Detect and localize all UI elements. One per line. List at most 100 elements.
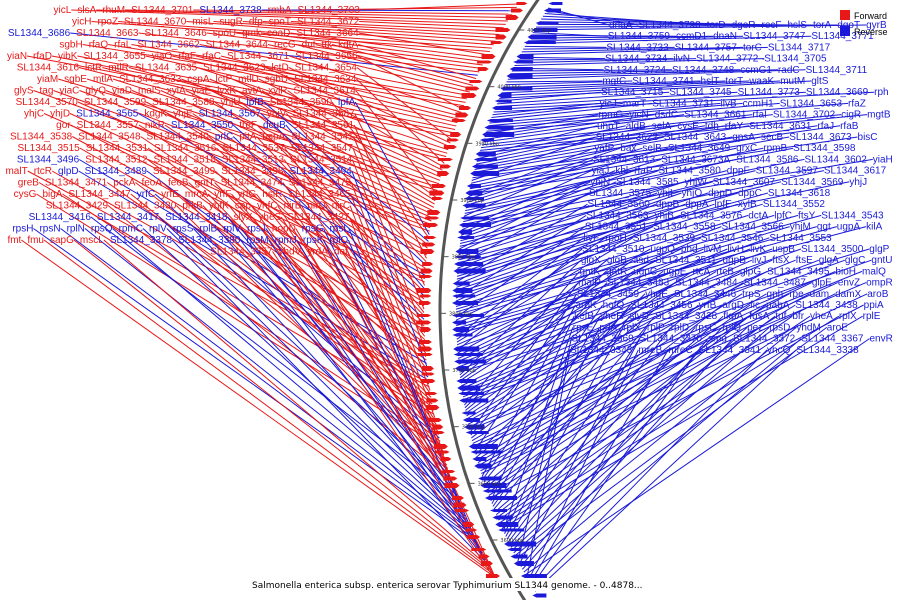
- reverse-gene-glyph: [492, 106, 513, 110]
- gene-label: rpsH: [12, 224, 33, 235]
- gene-label: prlA: [599, 322, 617, 333]
- gene-label: nirC: [332, 201, 350, 212]
- reverse-gene-glyph: [463, 197, 484, 200]
- reverse-gene-glyph: [452, 294, 476, 298]
- gene-connector: [73, 239, 492, 571]
- gene-label: tag: [39, 86, 53, 97]
- gene-connector: [265, 228, 464, 513]
- gene-label: rpsJ: [247, 224, 266, 235]
- gene-connector: [466, 270, 693, 417]
- gene-label: rpsD: [769, 322, 790, 333]
- gene-label: SL1344_3711: [806, 65, 868, 76]
- gene-label: asd: [633, 255, 649, 266]
- gene-connector: [529, 349, 669, 584]
- gene-label: yiaM: [37, 74, 58, 85]
- reverse-gene-glyph: [509, 67, 533, 71]
- gene-connector: [466, 147, 668, 206]
- reverse-gene-glyph: [532, 593, 547, 598]
- reverse-gene-glyph: [457, 385, 481, 391]
- gene-connector: [474, 125, 725, 171]
- gene-connector: [154, 193, 440, 439]
- gene-label: SL1344_3496: [17, 155, 80, 166]
- gene-connector: [457, 192, 590, 266]
- reverse-gene-glyph: [544, 8, 562, 13]
- gene-label: cysG: [14, 189, 37, 200]
- gene-connector: [295, 228, 463, 510]
- legend: Forward Reverse: [840, 10, 888, 37]
- gene-connector: [296, 239, 483, 554]
- scale-tick-label: 3750 kbp: [452, 368, 476, 374]
- reverse-gene-glyph: [465, 190, 483, 196]
- gene-label: SL1344_3380: [178, 235, 241, 246]
- gene-connector: [457, 192, 682, 272]
- gene-connector: [199, 44, 469, 97]
- forward-gene-glyph: [495, 28, 511, 32]
- gene-label: dppC: [738, 188, 762, 199]
- reverse-gene-glyph: [459, 223, 492, 227]
- gene-connector: [457, 192, 658, 269]
- gene-label: SL1344_3617: [824, 166, 887, 177]
- gene-label: SL1344_3649: [668, 143, 731, 154]
- gene-connector: [492, 102, 600, 116]
- gene-connector: [268, 239, 485, 557]
- reverse-gene-glyph: [490, 509, 508, 512]
- forward-strand-features: [416, 2, 528, 590]
- gene-connector: [455, 214, 655, 302]
- gene-label: SL1344_3588: [152, 97, 215, 108]
- gene-label: glgA: [819, 255, 839, 266]
- gene-label: glgP: [869, 244, 889, 255]
- forward-gene-glyph: [420, 294, 432, 298]
- gene-connector: [526, 349, 571, 578]
- gene-connector: [357, 44, 477, 80]
- gene-label: pitA: [239, 132, 257, 143]
- gene-label: rplE: [863, 311, 881, 322]
- gene-label: livM: [704, 244, 722, 255]
- gene-label: ccmH1: [743, 98, 775, 109]
- gene-label: rfaD: [33, 51, 52, 62]
- gene-connector: [502, 327, 574, 532]
- gene-label: tuf: [775, 311, 786, 322]
- gene-label: yhjN: [590, 177, 610, 188]
- gene-connector: [145, 101, 428, 252]
- gene-label: rtcA: [692, 266, 710, 277]
- gene-label: bfr: [792, 311, 804, 322]
- gene-label: hslT: [701, 76, 720, 87]
- gene-connector: [521, 46, 743, 53]
- reverse-gene-glyph: [475, 151, 496, 157]
- gene-connector: [242, 21, 498, 39]
- gene-label: uhpT: [597, 121, 620, 132]
- gene-label: SL1344_3580: [659, 166, 722, 177]
- gene-connector: [456, 226, 867, 335]
- gene-connector: [487, 102, 780, 129]
- gene-label: lctP: [216, 74, 233, 85]
- gene-label: ccmD1: [676, 31, 708, 42]
- gene-connector: [300, 205, 446, 459]
- gene-connector: [493, 91, 875, 113]
- gene-label: SL1344_3474: [221, 178, 284, 189]
- gene-label: nirD: [307, 201, 325, 212]
- gene-label: dppF: [727, 166, 750, 177]
- gene-connector: [206, 32, 482, 69]
- gene-label: SL1344_3498: [221, 166, 284, 177]
- gene-label: SL1344_3717: [768, 42, 831, 53]
- gene-label: rpmJ: [275, 235, 297, 246]
- gene-label: dgoR: [732, 20, 756, 31]
- reverse-gene-glyph: [500, 86, 533, 91]
- gene-label: sgbH: [59, 40, 82, 51]
- gene-label: SL1344_3465: [288, 189, 351, 200]
- gene-label: yhjM: [790, 222, 811, 233]
- right-gene-labels: dnaA SL1344_3798 torD dgoR recF hslS torA dgoT g…: [570, 20, 893, 356]
- gene-label: glpE: [812, 278, 832, 289]
- gene-label: SL1344_3557: [77, 120, 140, 131]
- gene-label: SL1344_3598: [793, 143, 856, 154]
- gene-connector: [456, 237, 702, 346]
- gene-label: SL1344_3567: [199, 109, 262, 120]
- forward-gene-glyph: [495, 34, 507, 40]
- gene-label: SL1344_3748: [672, 65, 735, 76]
- gene-connector: [193, 228, 469, 524]
- gene-label: yafP: [594, 143, 614, 154]
- gene-label: trpS: [742, 289, 761, 300]
- gene-label: yhjO: [682, 188, 703, 199]
- gene-label: SL1344_3734: [605, 54, 668, 65]
- forward-gene-glyph: [453, 502, 467, 508]
